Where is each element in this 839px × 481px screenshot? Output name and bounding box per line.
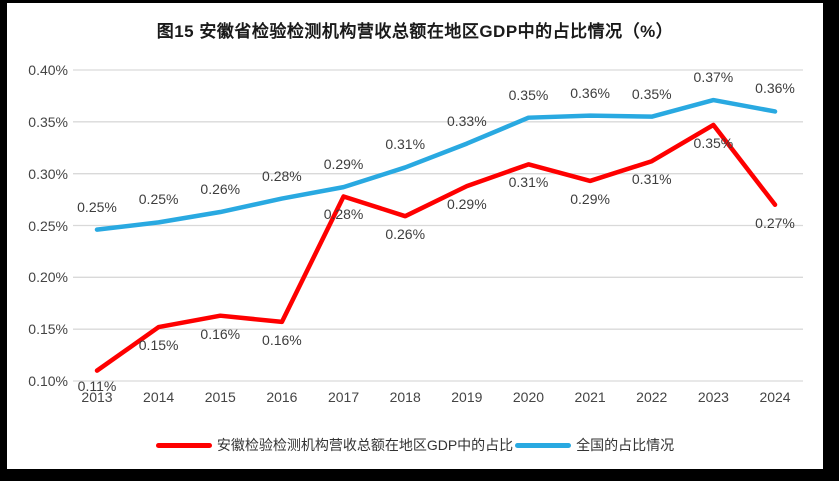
- data-label: 0.33%: [446, 112, 487, 129]
- data-label: 0.35%: [631, 85, 672, 102]
- data-label: 0.27%: [755, 214, 795, 231]
- x-axis-tick-label: 2021: [574, 389, 606, 405]
- data-label: 0.35%: [693, 134, 734, 151]
- anhui-series-swatch: [155, 442, 212, 448]
- data-label: 0.36%: [570, 84, 610, 101]
- data-label: 0.25%: [138, 191, 179, 208]
- data-label: 0.26%: [385, 226, 426, 243]
- y-axis-tick-label: 0.20%: [28, 269, 68, 286]
- legend-item-national: 全国的占比情况: [515, 435, 674, 455]
- x-axis-tick-label: 2013: [81, 389, 113, 405]
- data-label: 0.31%: [385, 136, 426, 153]
- y-axis-tick-label: 0.15%: [28, 321, 68, 338]
- series-line-anhui: [94, 122, 778, 373]
- data-label: 0.36%: [755, 80, 795, 97]
- legend-label-anhui: 安徽检验检测机构营收总额在地区GDP中的占比: [216, 437, 514, 453]
- x-axis-tick-label: 2017: [327, 389, 360, 405]
- x-axis-tick-label: 2023: [697, 389, 729, 405]
- x-axis-tick-label: 2020: [512, 389, 545, 405]
- data-label: 0.16%: [200, 325, 241, 342]
- chart-panel: 图15 安徽省检验检测机构营收总额在地区GDP中的占比情况（%） 0.10% 0.…: [7, 3, 823, 469]
- y-axis-tick-label: 0.10%: [28, 373, 68, 389]
- data-label: 0.26%: [200, 181, 241, 198]
- y-axis-tick-label: 0.35%: [28, 113, 68, 130]
- national-series-swatch: [515, 442, 572, 448]
- data-label: 0.29%: [570, 190, 610, 207]
- data-label: 0.16%: [262, 331, 302, 348]
- legend-label-national: 全国的占比情况: [576, 437, 675, 453]
- data-label: 0.11%: [77, 377, 117, 394]
- data-label: 0.25%: [77, 198, 117, 215]
- legend: 安徽检验检测机构营收总额在地区GDP中的占比 全国的占比情况: [7, 435, 823, 455]
- x-axis-tick-label: 2024: [759, 389, 791, 405]
- y-axis-tick-label: 0.40%: [28, 62, 68, 78]
- data-label: 0.31%: [508, 174, 549, 191]
- series-line-national: [94, 97, 778, 232]
- data-label: 0.35%: [508, 86, 549, 103]
- x-axis-tick-label: 2018: [389, 389, 421, 405]
- data-label: 0.28%: [262, 167, 302, 184]
- x-axis-tick-label: 2014: [143, 389, 175, 405]
- x-axis-tick-label: 2019: [451, 389, 483, 405]
- data-label: 0.29%: [323, 156, 364, 173]
- data-label: 0.31%: [631, 171, 672, 188]
- data-label: 0.15%: [138, 337, 179, 354]
- x-axis-tick-label: 2022: [636, 389, 668, 405]
- data-label: 0.37%: [693, 69, 734, 86]
- y-axis-tick-label: 0.25%: [28, 217, 68, 234]
- data-label: 0.29%: [446, 196, 487, 213]
- legend-item-anhui: 安徽检验检测机构营收总额在地区GDP中的占比: [155, 435, 514, 455]
- chart-title: 图15 安徽省检验检测机构营收总额在地区GDP中的占比情况（%）: [156, 22, 674, 41]
- x-axis-tick-label: 2015: [204, 389, 236, 405]
- data-label: 0.28%: [323, 206, 364, 223]
- y-axis-tick-label: 0.30%: [28, 165, 68, 182]
- x-axis-tick-label: 2016: [266, 389, 298, 405]
